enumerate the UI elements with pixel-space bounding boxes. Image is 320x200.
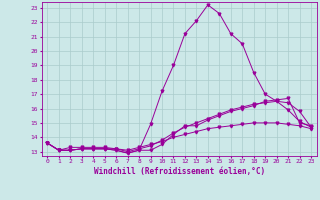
X-axis label: Windchill (Refroidissement éolien,°C): Windchill (Refroidissement éolien,°C): [94, 167, 265, 176]
